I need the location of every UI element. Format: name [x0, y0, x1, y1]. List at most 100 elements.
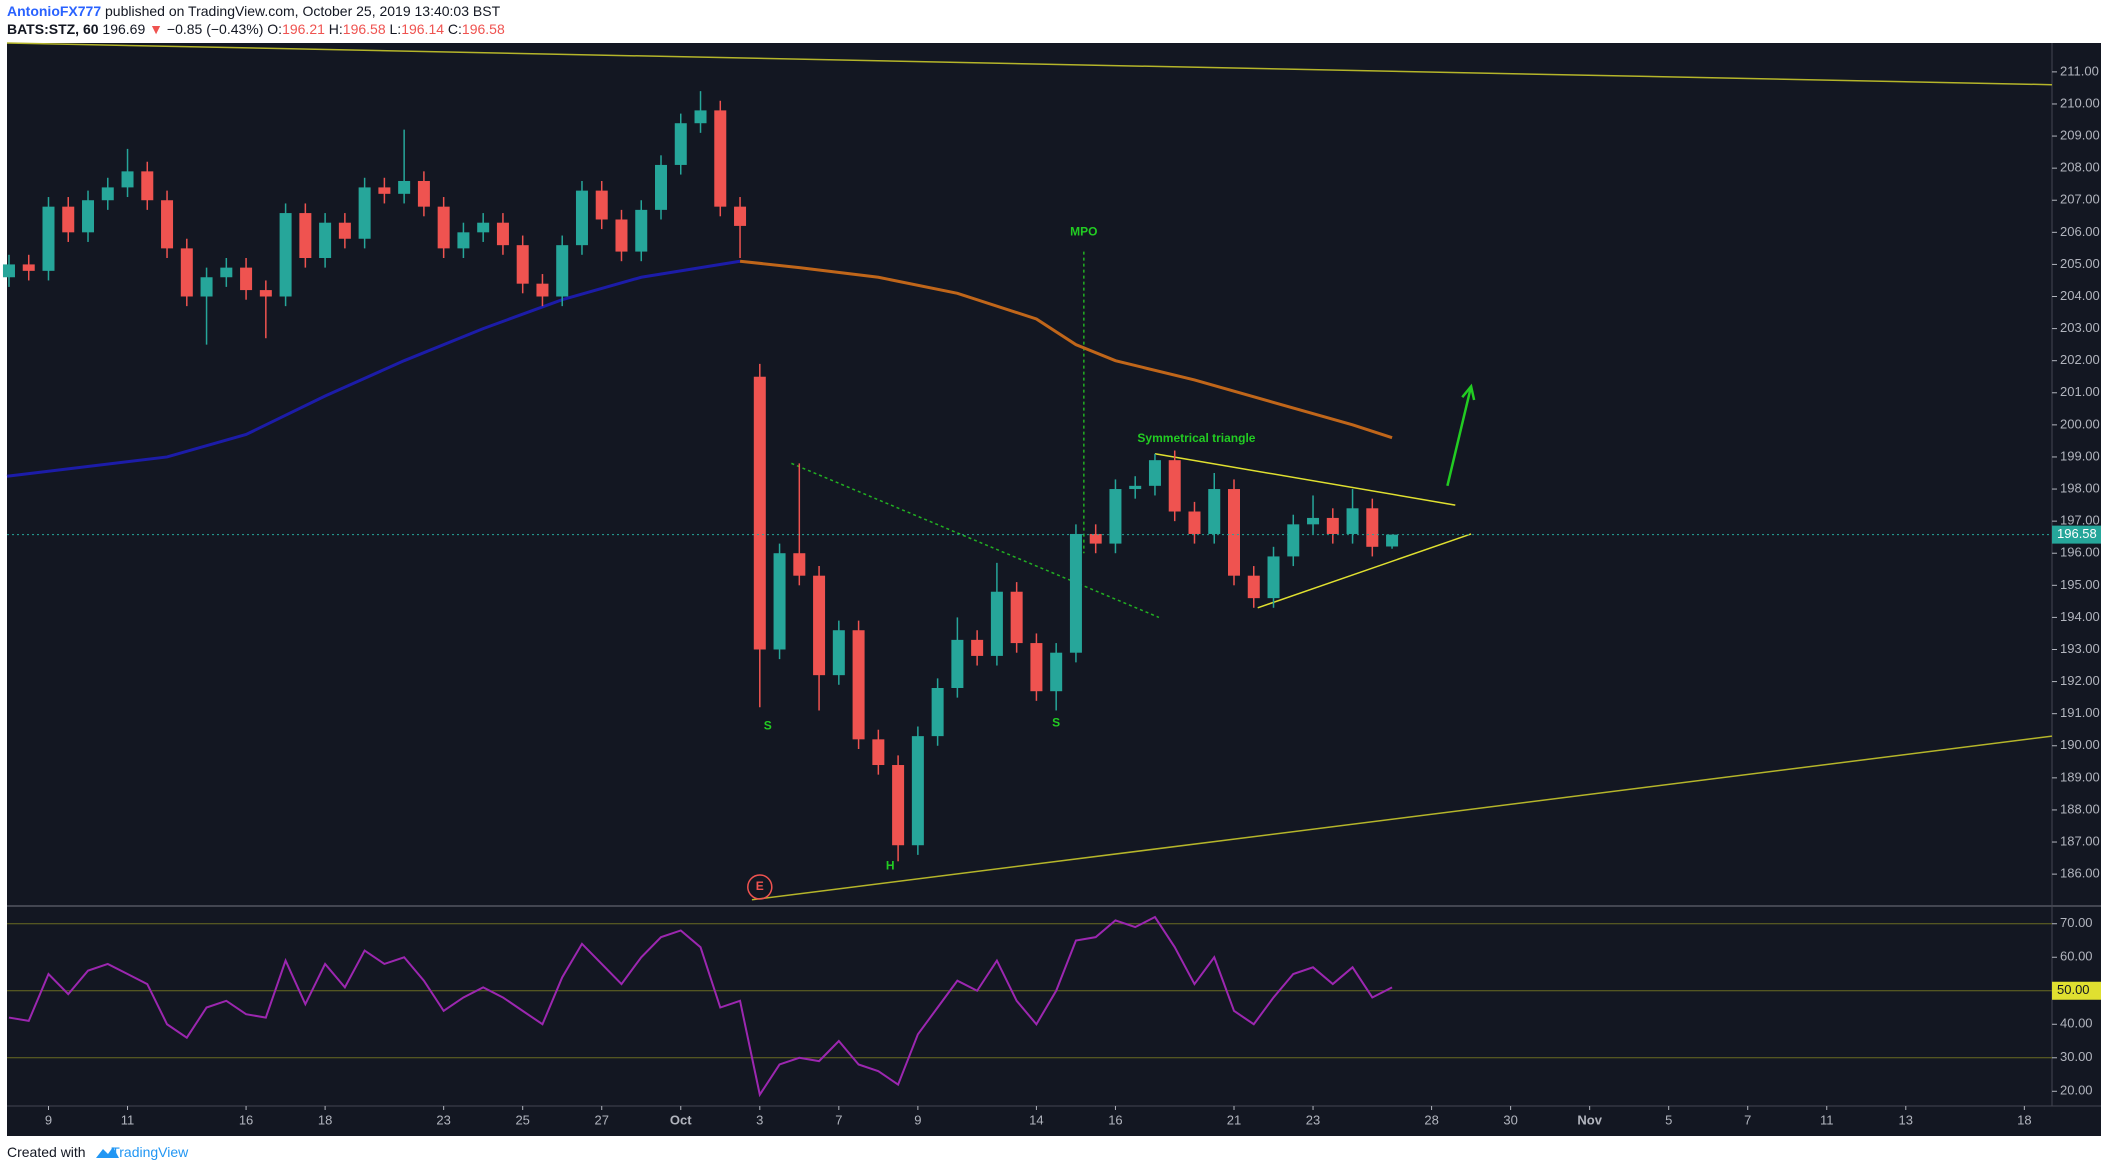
x-tick-label: 25 — [515, 1112, 529, 1127]
candle-body — [674, 123, 687, 165]
candle-body — [1326, 517, 1339, 534]
trend-line — [6, 42, 2053, 86]
chart-background — [7, 43, 2101, 1136]
candle-body — [753, 376, 766, 650]
candle-body — [417, 180, 430, 207]
candle-body — [42, 206, 55, 271]
candle-body — [832, 630, 845, 676]
moving-average — [6, 259, 741, 478]
candle-body — [714, 110, 727, 207]
trend-line — [1257, 533, 1472, 609]
footer: Created with TradingView — [7, 1144, 189, 1160]
candle-body — [931, 688, 944, 737]
candle-body — [141, 171, 154, 201]
annotation: Symmetrical triangle — [1137, 431, 1255, 445]
x-tick-label: 5 — [1665, 1112, 1672, 1127]
ohlc-o-label: O: — [267, 21, 282, 37]
x-tick-label: 14 — [1029, 1112, 1043, 1127]
value-badge — [2052, 525, 2101, 544]
candle-body — [240, 267, 253, 291]
y-tick-label: 70.00 — [2060, 915, 2093, 930]
candle-body — [813, 575, 826, 676]
ohlc-l-label: L: — [390, 21, 402, 37]
header-line-1: AntonioFX777 published on TradingView.co… — [7, 3, 501, 19]
annotation: H — [886, 858, 895, 872]
annotation-circle — [747, 874, 773, 900]
x-tick-label: 7 — [835, 1112, 842, 1127]
moving-average — [739, 259, 1393, 440]
candle-body — [852, 630, 865, 740]
ohlc-l: 196.14 — [401, 21, 444, 37]
candle-body — [62, 206, 75, 233]
y-tick-label: 194.00 — [2060, 609, 2100, 624]
y-tick-label: 209.00 — [2060, 127, 2100, 142]
candle-body — [872, 739, 885, 766]
candle-body — [437, 206, 450, 249]
y-tick-label: 191.00 — [2060, 705, 2100, 720]
published: published on TradingView.com, October 25… — [105, 3, 501, 19]
candle-body — [694, 110, 707, 124]
rsi-line — [8, 915, 1393, 1098]
y-tick-label: 197.00 — [2060, 513, 2100, 528]
annotation: S — [764, 719, 772, 733]
x-tick-label: 11 — [121, 1112, 135, 1127]
y-tick-label: 60.00 — [2060, 949, 2093, 964]
candle-body — [398, 180, 411, 194]
candle-body — [1287, 524, 1300, 557]
y-tick-label: 202.00 — [2060, 352, 2100, 367]
candle-body — [1267, 556, 1280, 599]
candle-body — [1050, 652, 1063, 692]
y-tick-label: 206.00 — [2060, 224, 2100, 239]
x-tick-label: 27 — [594, 1112, 608, 1127]
y-tick-label: 204.00 — [2060, 288, 2100, 303]
trend-line — [751, 735, 2053, 901]
x-tick-label: 11 — [1820, 1112, 1834, 1127]
brand[interactable]: TradingView — [111, 1144, 189, 1160]
ohlc-c-label: C: — [448, 21, 462, 37]
y-tick-label: 40.00 — [2060, 1016, 2093, 1031]
x-tick-label: 18 — [318, 1112, 332, 1127]
y-tick-label: 188.00 — [2060, 801, 2100, 816]
candle-body — [971, 639, 984, 656]
ohlc-o: 196.21 — [282, 21, 325, 37]
candle-body — [734, 206, 747, 226]
candle-body — [1030, 643, 1043, 692]
candle-body — [1247, 575, 1260, 599]
x-tick-label: 18 — [2017, 1112, 2031, 1127]
candle-body — [259, 290, 272, 297]
candle-body — [1346, 508, 1359, 534]
y-tick-label: 189.00 — [2060, 769, 2100, 784]
candle-body — [180, 248, 193, 297]
ohlc-h: 196.58 — [343, 21, 386, 37]
y-tick-label: 205.00 — [2060, 256, 2100, 271]
x-tick-label: 23 — [1306, 1112, 1320, 1127]
candle-body — [951, 639, 964, 688]
candle-body — [1228, 489, 1240, 576]
trend-line — [1154, 453, 1456, 506]
annotation: S — [1052, 715, 1060, 729]
candle-body — [477, 222, 490, 233]
candle-body — [496, 222, 509, 246]
x-tick-label: 28 — [1424, 1112, 1438, 1127]
created-with: Created with — [7, 1144, 86, 1160]
candle-body — [101, 187, 114, 201]
x-tick-label: 7 — [1744, 1112, 1751, 1127]
candle-body — [1089, 533, 1102, 544]
y-tick-label: 210.00 — [2060, 95, 2100, 110]
author[interactable]: AntonioFX777 — [7, 3, 101, 19]
y-tick-label: 193.00 — [2060, 641, 2100, 656]
x-tick-label: Nov — [1577, 1112, 1602, 1127]
x-tick-label: 3 — [756, 1112, 763, 1127]
y-tick-label: 20.00 — [2060, 1083, 2093, 1098]
y-tick-label: 190.00 — [2060, 737, 2100, 752]
y-tick-label: 192.00 — [2060, 673, 2100, 688]
y-tick-label: 187.00 — [2060, 833, 2100, 848]
symbol: BATS:STZ, 60 — [7, 21, 99, 37]
candle-body — [1366, 508, 1379, 547]
ohlc-h-label: H: — [329, 21, 343, 37]
annotation: MPO — [1070, 225, 1097, 239]
annotation: E — [756, 879, 764, 893]
header-line-2: BATS:STZ, 60 196.69 ▼ −0.85 (−0.43%) O:1… — [7, 21, 505, 37]
candle-body — [516, 245, 529, 284]
